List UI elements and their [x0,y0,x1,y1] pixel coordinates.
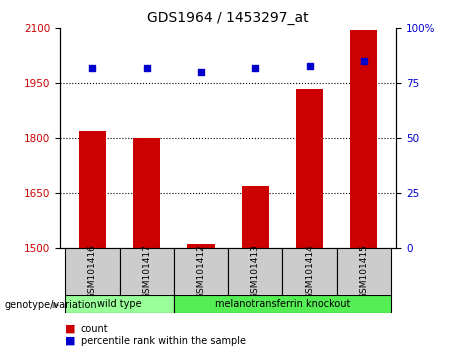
Bar [174,295,391,313]
Bar [65,295,174,313]
Bar [133,138,160,248]
Text: GSM101414: GSM101414 [305,244,314,299]
Point [252,65,259,71]
Bar [242,185,269,248]
Text: GSM101415: GSM101415 [360,244,368,299]
Bar [350,30,378,248]
Title: GDS1964 / 1453297_at: GDS1964 / 1453297_at [148,11,309,24]
Bar [296,89,323,248]
Text: GSM101413: GSM101413 [251,244,260,299]
Bar [228,248,283,296]
Text: ■: ■ [65,336,75,346]
Bar [337,248,391,296]
Bar [283,248,337,296]
Text: wild type: wild type [97,299,142,309]
Text: percentile rank within the sample: percentile rank within the sample [81,336,246,346]
Text: GSM101417: GSM101417 [142,244,151,299]
Point [306,63,313,68]
Bar [174,248,228,296]
Text: GSM101416: GSM101416 [88,244,97,299]
Bar [188,244,215,248]
Bar [120,248,174,296]
Point [197,69,205,75]
Text: ■: ■ [65,324,75,333]
Text: count: count [81,324,108,333]
Point [89,65,96,71]
Bar [65,248,120,296]
Text: melanotransferrin knockout: melanotransferrin knockout [215,299,350,309]
Text: GSM101412: GSM101412 [196,244,206,299]
Text: genotype/variation: genotype/variation [5,300,97,310]
Point [143,65,150,71]
Point [360,58,367,64]
Bar [79,131,106,248]
